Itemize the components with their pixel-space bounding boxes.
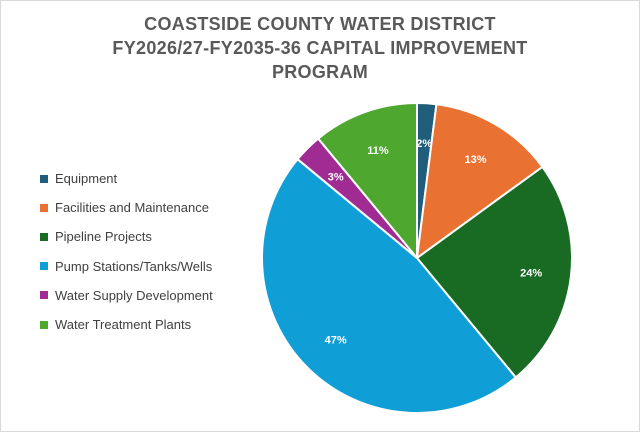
data-label-facilities-and-maintenance: 13% xyxy=(464,154,486,166)
pie-slice-facilities-and-maintenance xyxy=(415,103,544,261)
chart-title: COASTSIDE COUNTY WATER DISTRICT FY2026/2… xyxy=(0,12,640,84)
pie-slice-pipeline-projects xyxy=(415,165,573,379)
chart-title-line-2: FY2026/27-FY2035-36 CAPITAL IMPROVEMENT xyxy=(112,38,528,58)
legend-label: Pump Stations/Tanks/Wells xyxy=(55,258,213,274)
legend-item-pipeline-projects: Pipeline Projects xyxy=(40,222,213,251)
legend-item-pump-stations-tanks-wells: Pump Stations/Tanks/Wells xyxy=(40,252,213,281)
legend-swatch xyxy=(40,203,48,212)
pie-slice-water-treatment-plants xyxy=(316,101,418,261)
chart-title-line-3: PROGRAM xyxy=(271,62,369,82)
legend-item-facilities-and-maintenance: Facilities and Maintenance xyxy=(40,193,213,222)
data-label-pump-stations-tanks-wells: 47% xyxy=(325,334,347,346)
legend-label: Pipeline Projects xyxy=(55,229,152,245)
data-label-water-treatment-plants: 11% xyxy=(367,145,389,157)
legend-swatch xyxy=(40,320,48,329)
legend-swatch xyxy=(40,174,48,183)
legend-swatch xyxy=(40,291,48,300)
legend-label: Facilities and Maintenance xyxy=(55,200,209,216)
legend-label: Equipment xyxy=(55,171,118,187)
legend-item-equipment: Equipment xyxy=(40,164,213,193)
legend-item-water-treatment-plants: Water Treatment Plants xyxy=(40,310,213,339)
legend-label: Water Treatment Plants xyxy=(55,317,192,333)
legend-item-water-supply-development: Water Supply Development xyxy=(40,281,213,310)
data-label-equipment: 2% xyxy=(416,138,432,150)
data-label-water-supply-development: 3% xyxy=(328,172,344,184)
chart-legend: Equipment Facilities and Maintenance Pipel… xyxy=(40,164,213,339)
legend-swatch xyxy=(40,232,48,241)
data-label-pipeline-projects: 24% xyxy=(520,267,542,279)
pie-slice-pump-stations-tanks-wells xyxy=(261,157,518,414)
legend-swatch xyxy=(40,262,48,271)
legend-label: Water Supply Development xyxy=(55,287,213,303)
chart-title-line-1: COASTSIDE COUNTY WATER DISTRICT xyxy=(144,14,496,34)
